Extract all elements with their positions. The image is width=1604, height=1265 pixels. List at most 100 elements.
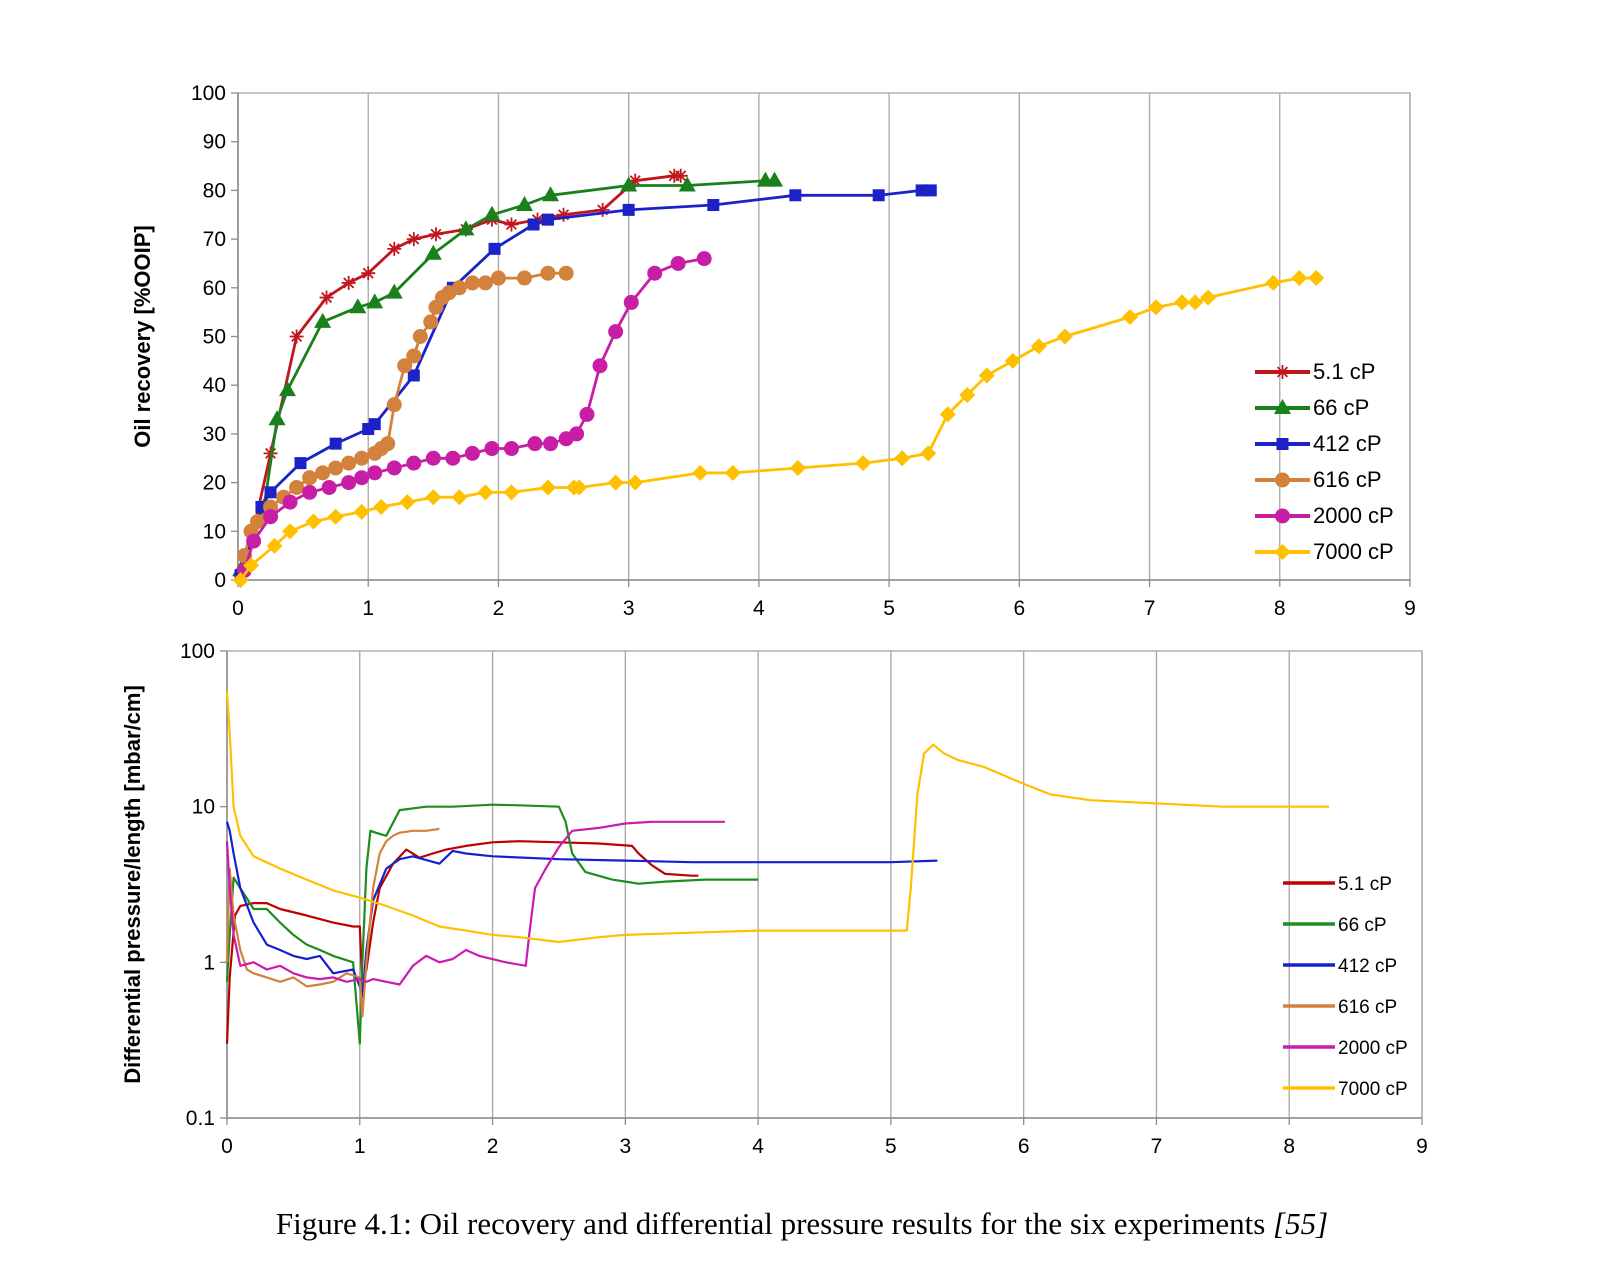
data-point-square bbox=[915, 184, 928, 197]
data-point-triangle bbox=[542, 186, 560, 202]
x-tick-label: 3 bbox=[623, 597, 635, 620]
data-point-diamond bbox=[1308, 270, 1325, 287]
x-tick-label: 7 bbox=[1144, 597, 1156, 620]
legend-marker bbox=[1275, 365, 1290, 379]
legend-marker bbox=[1275, 508, 1290, 524]
x-tick-label: 6 bbox=[1018, 1135, 1030, 1158]
legend-label: 5.1 cP bbox=[1338, 874, 1392, 895]
data-point-square bbox=[541, 213, 554, 226]
data-point-square bbox=[924, 184, 937, 197]
x-tick-label: 2 bbox=[493, 597, 505, 620]
series-line bbox=[225, 820, 725, 986]
data-point-triangle bbox=[278, 381, 296, 397]
legend-label: 412 cP bbox=[1338, 956, 1397, 977]
y-tick-label: 90 bbox=[203, 131, 226, 154]
data-point-diamond bbox=[894, 450, 911, 467]
data-point-circle bbox=[516, 270, 532, 286]
data-point-circle bbox=[302, 484, 318, 500]
data-point-circle bbox=[250, 514, 266, 530]
data-point-circle bbox=[425, 450, 441, 466]
data-point-diamond bbox=[789, 459, 806, 476]
legend-item-2000-cp: 2000 cP bbox=[1255, 503, 1394, 528]
series-line bbox=[225, 821, 938, 999]
legend-item-5-1-cp: 5.1 cP bbox=[1255, 359, 1375, 384]
series-5-1-cp bbox=[225, 840, 699, 1044]
data-point-circle bbox=[315, 465, 331, 481]
data-point-star bbox=[504, 217, 519, 232]
data-point-diamond bbox=[1200, 289, 1217, 306]
data-point-diamond bbox=[373, 498, 390, 515]
data-point-diamond bbox=[477, 484, 494, 501]
data-point-circle bbox=[477, 275, 493, 291]
data-point-triangle bbox=[268, 410, 286, 426]
data-point-square bbox=[329, 437, 342, 450]
data-point-circle bbox=[406, 455, 422, 471]
data-point-circle bbox=[367, 465, 383, 481]
data-point-circle bbox=[608, 324, 624, 340]
data-point-circle bbox=[328, 460, 344, 476]
x-tick-label: 4 bbox=[753, 597, 765, 620]
x-tick-label: 1 bbox=[362, 597, 374, 620]
caption-text: Figure 4.1: Oil recovery and differentia… bbox=[275, 1206, 1274, 1241]
series-2000-cp bbox=[225, 820, 725, 986]
x-tick-label: 5 bbox=[883, 597, 895, 620]
data-point-circle bbox=[696, 251, 712, 267]
data-point-diamond bbox=[920, 445, 937, 462]
y-tick-label: 0.1 bbox=[186, 1107, 215, 1130]
y-tick-label: 30 bbox=[203, 423, 226, 446]
data-point-circle bbox=[592, 358, 608, 374]
data-point-circle bbox=[490, 270, 506, 286]
plot-border bbox=[226, 650, 1423, 1119]
data-point-circle bbox=[380, 436, 396, 452]
data-point-star bbox=[289, 329, 304, 344]
data-point-diamond bbox=[959, 386, 976, 403]
x-tick-label: 2 bbox=[487, 1135, 499, 1158]
data-point-diamond bbox=[451, 489, 468, 506]
data-point-star bbox=[387, 241, 402, 256]
x-tick-label: 9 bbox=[1416, 1135, 1428, 1158]
legend-item-616-cp: 616 cP bbox=[1283, 997, 1397, 1018]
data-point-circle bbox=[540, 265, 556, 281]
data-point-circle bbox=[341, 475, 357, 491]
data-point-star bbox=[556, 207, 571, 222]
y-tick-label: 60 bbox=[203, 277, 226, 300]
data-point-star bbox=[595, 202, 610, 217]
data-point-circle bbox=[246, 533, 262, 549]
data-point-circle bbox=[354, 470, 370, 486]
figure-caption: Figure 4.1: Oil recovery and differentia… bbox=[0, 1206, 1604, 1242]
data-point-circle bbox=[282, 494, 298, 510]
data-point-star bbox=[319, 290, 334, 305]
data-point-diamond bbox=[1148, 299, 1165, 316]
legend-item-412-cp: 412 cP bbox=[1283, 956, 1397, 977]
data-point-star bbox=[406, 232, 421, 247]
data-point-circle bbox=[503, 441, 519, 457]
series-412-cp bbox=[234, 184, 937, 582]
series-7000-cp bbox=[232, 270, 1325, 588]
y-axis-label: Differential pressure/length [mbar/cm] bbox=[120, 685, 145, 1084]
data-point-circle bbox=[263, 509, 279, 525]
data-point-circle bbox=[647, 265, 663, 281]
x-tick-label: 7 bbox=[1151, 1135, 1163, 1158]
series-line bbox=[225, 691, 1330, 944]
data-point-diamond bbox=[266, 537, 283, 554]
data-point-triangle bbox=[457, 220, 475, 236]
data-point-circle bbox=[412, 329, 428, 344]
caption-reference: [55] bbox=[1273, 1206, 1329, 1241]
data-point-square bbox=[622, 203, 635, 216]
data-point-diamond bbox=[1187, 294, 1204, 311]
data-point-square bbox=[294, 457, 307, 470]
legend-label: 66 cP bbox=[1338, 915, 1387, 936]
data-point-diamond bbox=[1265, 274, 1282, 291]
legend-label: 2000 cP bbox=[1338, 1038, 1408, 1059]
y-tick-label: 50 bbox=[203, 326, 226, 349]
series-line bbox=[243, 271, 567, 556]
y-tick-label: 70 bbox=[203, 228, 226, 251]
data-point-circle bbox=[569, 426, 585, 442]
series-7000-cp bbox=[225, 691, 1330, 944]
x-tick-label: 8 bbox=[1274, 597, 1286, 620]
legend-item-5-1-cp: 5.1 cP bbox=[1283, 874, 1392, 895]
data-point-diamond bbox=[571, 479, 588, 496]
data-point-diamond bbox=[399, 494, 416, 511]
data-point-circle bbox=[451, 280, 467, 296]
